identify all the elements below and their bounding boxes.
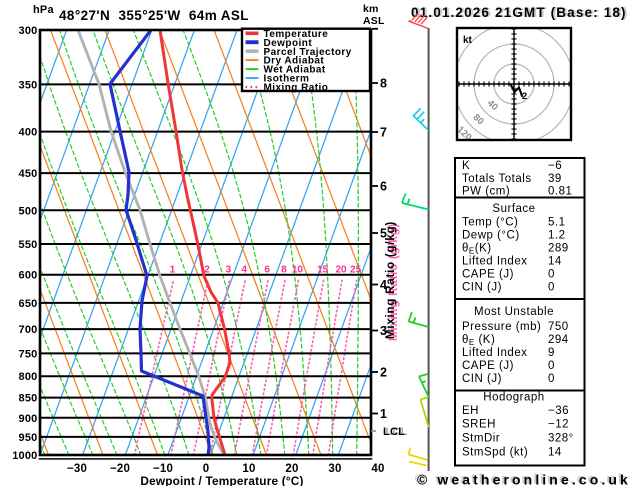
svg-text:km: km: [363, 3, 379, 15]
svg-text:© weatheronline.co.uk: © weatheronline.co.uk: [417, 472, 629, 486]
svg-text:350: 350: [19, 79, 38, 91]
svg-text:CIN (J): CIN (J): [462, 373, 502, 385]
svg-text:14: 14: [548, 447, 562, 459]
svg-text:Lifted Index: Lifted Index: [462, 256, 527, 268]
svg-text:Mixing Ratio (g/kg): Mixing Ratio (g/kg): [385, 221, 397, 339]
svg-text:Wet Adiabat: Wet Adiabat: [264, 65, 326, 76]
svg-text:550: 550: [19, 239, 38, 251]
svg-text:25: 25: [350, 265, 362, 276]
svg-text:6: 6: [264, 265, 270, 276]
svg-text:−30: −30: [67, 463, 87, 475]
svg-text:10: 10: [292, 265, 304, 276]
svg-text:294: 294: [548, 334, 569, 346]
svg-text:CAPE (J): CAPE (J): [462, 360, 514, 372]
svg-text:Temp (°C): Temp (°C): [462, 217, 518, 229]
svg-text:3: 3: [380, 324, 387, 338]
svg-text:Pressure (mb): Pressure (mb): [462, 321, 541, 333]
svg-text:EH: EH: [462, 405, 479, 417]
svg-text:0: 0: [203, 463, 210, 475]
svg-text:Dry Adiabat: Dry Adiabat: [264, 56, 325, 67]
svg-text:−20: −20: [110, 463, 130, 475]
svg-text:600: 600: [19, 270, 38, 282]
svg-text:6: 6: [380, 180, 387, 194]
svg-text:48°27'N 355°25'W 64m ASL: 48°27'N 355°25'W 64m ASL: [59, 8, 249, 23]
svg-text:Most Unstable: Most Unstable: [474, 306, 554, 318]
svg-text:850: 850: [19, 393, 38, 405]
svg-text:8: 8: [281, 265, 287, 276]
svg-text:Dewp (°C): Dewp (°C): [462, 230, 520, 242]
svg-text:700: 700: [19, 324, 38, 336]
svg-text:5.1: 5.1: [548, 217, 566, 229]
svg-text:1000: 1000: [12, 450, 37, 462]
svg-text:5: 5: [380, 227, 387, 241]
svg-text:15: 15: [317, 265, 329, 276]
svg-text:Parcel Trajectory: Parcel Trajectory: [264, 47, 352, 58]
svg-text:20: 20: [285, 463, 298, 475]
svg-text:−6: −6: [548, 160, 562, 172]
svg-text:0.81: 0.81: [548, 186, 572, 198]
svg-text:0: 0: [548, 360, 555, 372]
svg-text:2: 2: [204, 265, 210, 276]
svg-text:7: 7: [380, 126, 387, 140]
svg-text:−12: −12: [548, 419, 569, 431]
svg-text:1: 1: [170, 265, 176, 276]
svg-text:01.01.2026 21GMT (Base: 18): 01.01.2026 21GMT (Base: 18): [411, 5, 627, 20]
svg-text:CIN (J): CIN (J): [462, 282, 502, 294]
svg-text:Lifted Index: Lifted Index: [462, 347, 527, 359]
svg-text:900: 900: [19, 413, 38, 425]
svg-text:PW (cm): PW (cm): [462, 186, 510, 198]
svg-text:30: 30: [328, 463, 341, 475]
svg-text:Hodograph: Hodograph: [483, 392, 544, 404]
svg-text:θE(K): θE(K): [462, 243, 492, 256]
svg-text:14: 14: [548, 256, 562, 268]
svg-text:StmDir: StmDir: [462, 433, 500, 445]
svg-text:750: 750: [19, 348, 38, 360]
svg-text:1.2: 1.2: [548, 230, 566, 242]
svg-text:SREH: SREH: [462, 419, 496, 431]
svg-text:500: 500: [19, 205, 38, 217]
svg-text:650: 650: [19, 298, 38, 310]
svg-text:3: 3: [226, 265, 232, 276]
svg-text:950: 950: [19, 432, 38, 444]
svg-text:328°: 328°: [548, 433, 574, 445]
svg-text:Surface: Surface: [492, 203, 535, 215]
svg-text:K: K: [462, 160, 470, 172]
svg-text:2: 2: [380, 366, 387, 380]
svg-text:Temperature: Temperature: [264, 29, 329, 40]
svg-text:−10: −10: [153, 463, 173, 475]
svg-text:Dewpoint: Dewpoint: [264, 38, 313, 49]
svg-text:CAPE (J): CAPE (J): [462, 269, 514, 281]
svg-text:LCL: LCL: [383, 426, 405, 438]
svg-text:4: 4: [380, 278, 387, 292]
svg-text:Totals Totals: Totals Totals: [462, 173, 532, 185]
svg-text:800: 800: [19, 371, 38, 383]
svg-text:Dewpoint / Temperature (°C): Dewpoint / Temperature (°C): [140, 474, 303, 486]
svg-text:Mixing Ratio: Mixing Ratio: [264, 83, 329, 94]
svg-text:θE (K): θE (K): [462, 334, 495, 347]
svg-text:kt: kt: [463, 35, 473, 46]
svg-text:289: 289: [548, 243, 569, 255]
svg-text:40: 40: [371, 463, 384, 475]
svg-text:ASL: ASL: [363, 15, 385, 27]
svg-text:−36: −36: [548, 405, 569, 417]
svg-text:39: 39: [548, 173, 562, 185]
svg-text:750: 750: [548, 321, 569, 333]
svg-text:20: 20: [335, 265, 347, 276]
svg-text:450: 450: [19, 168, 38, 180]
svg-text:2: 2: [522, 91, 527, 102]
svg-text:9: 9: [548, 347, 555, 359]
svg-text:1: 1: [380, 407, 387, 421]
svg-text:4: 4: [241, 265, 247, 276]
svg-text:0: 0: [548, 373, 555, 385]
svg-text:400: 400: [19, 127, 38, 139]
svg-text:Mixing Ratio (g/kg): Mixing Ratio (g/kg): [388, 223, 400, 341]
svg-text:0: 0: [548, 282, 555, 294]
svg-text:0: 0: [548, 269, 555, 281]
svg-text:8: 8: [380, 77, 387, 91]
svg-text:hPa: hPa: [33, 4, 54, 16]
svg-text:10: 10: [242, 463, 255, 475]
svg-text:Isotherm: Isotherm: [264, 74, 310, 85]
svg-text:StmSpd (kt): StmSpd (kt): [462, 447, 528, 459]
svg-text:300: 300: [19, 25, 38, 37]
